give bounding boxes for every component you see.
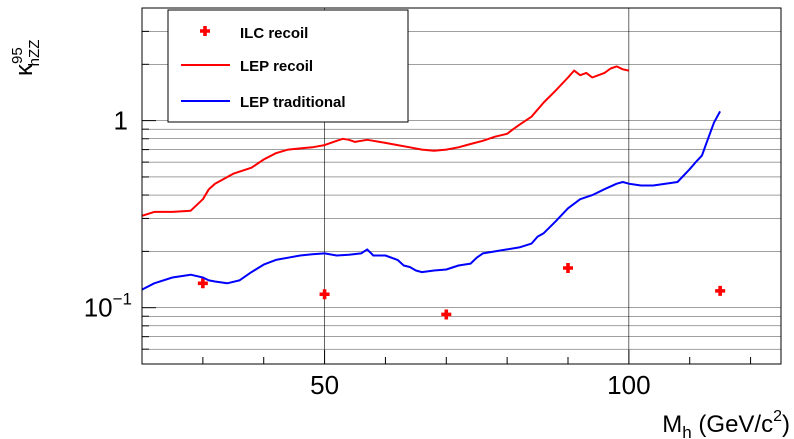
data-point-ilc-recoil [319,289,330,300]
axis-ticks [141,7,752,365]
series-line-lep-traditional [141,110,721,291]
x-tick-label-50: 50 [310,370,339,400]
y-axis-title: κ95hZZ [9,40,43,76]
data-point-ilc-recoil [715,285,726,296]
x-axis-title: Mh (GeV/c2) [662,408,790,439]
data-point-ilc-recoil [441,309,452,320]
data-point-ilc-recoil [563,262,573,273]
legend-marker-ilc-recoil [200,26,210,36]
legend-label-ilc-recoil: ILC recoil [240,25,308,42]
grid-lines [142,7,781,365]
plot-frame [141,7,782,365]
legend-label-lep-traditional: LEP traditional [240,94,346,111]
plot-series [141,65,726,320]
legend-marker-cross [200,26,210,36]
legend: ILC recoil LEP recoil LEP traditional [167,9,409,123]
legend-label-lep-recoil: LEP recoil [240,58,313,75]
y-tick-label-0.1: 10−1 [84,290,132,323]
data-point-ilc-recoil [197,278,208,289]
y-tick-label-1: 1 [114,106,128,136]
x-tick-label-100: 100 [607,370,650,400]
series-line-lep-recoil [141,65,630,217]
